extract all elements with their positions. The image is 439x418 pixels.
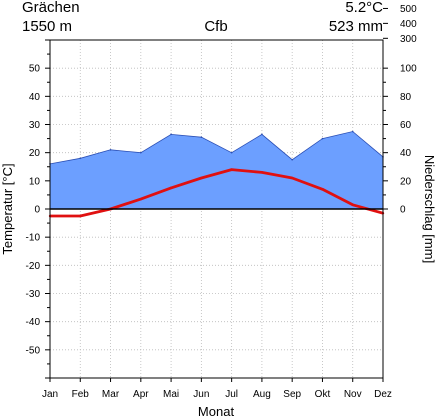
y2-tick-label: 500 xyxy=(400,4,417,15)
y-tick-label: 30 xyxy=(29,120,41,131)
y2-axis-label: Niederschlag [mm] xyxy=(422,155,437,263)
station-name: Grächen xyxy=(22,0,80,16)
precipitation-point xyxy=(321,137,324,140)
precipitation-point xyxy=(170,133,172,136)
y2-tick-label: 0 xyxy=(400,205,406,216)
axes xyxy=(45,7,388,382)
y2-tick-label: 20 xyxy=(400,176,412,187)
temperature-point xyxy=(351,203,354,206)
x-tick-label: Mar xyxy=(102,389,120,400)
y2-tick-label: 80 xyxy=(400,92,412,103)
precipitation-series xyxy=(49,130,384,209)
precipitation-area xyxy=(50,131,383,209)
x-axis-label: Monat xyxy=(198,404,235,418)
temperature-point xyxy=(200,176,203,180)
y-tick-label: -40 xyxy=(26,317,41,328)
elevation: 1550 m xyxy=(22,18,72,35)
y-tick-label: 50 xyxy=(29,64,41,75)
precipitation-point xyxy=(230,151,233,154)
precipitation-point xyxy=(200,136,203,138)
y-tick-label: 10 xyxy=(29,176,41,187)
temperature-point xyxy=(290,176,294,180)
x-tick-label: Nov xyxy=(344,389,362,400)
y-tick-label: -10 xyxy=(26,233,41,244)
x-tick-label: Jul xyxy=(225,389,238,400)
y-axis-label: Temperatur [°C] xyxy=(0,163,15,254)
precipitation-point xyxy=(140,151,142,154)
x-tick-label: Okt xyxy=(315,389,331,400)
temperature-point xyxy=(79,214,82,218)
y2-tick-label: 300 xyxy=(400,34,417,45)
precipitation-point xyxy=(291,158,293,161)
x-tick-label: Mai xyxy=(163,389,179,400)
precipitation-point xyxy=(79,157,82,160)
x-tick-label: Jan xyxy=(42,389,58,400)
temperature-point xyxy=(260,171,264,174)
y-tick-label: 40 xyxy=(29,92,41,103)
y2-tick-label: 40 xyxy=(400,148,412,159)
y-tick-label: 0 xyxy=(34,205,40,216)
y-tick-label: -20 xyxy=(26,261,41,272)
y2-tick-label: 400 xyxy=(400,19,417,30)
y-tick-label: -50 xyxy=(26,345,41,356)
x-tick-label: Aug xyxy=(253,389,271,400)
mean-temperature: 5.2°C xyxy=(345,0,383,16)
temperature-point xyxy=(139,197,143,201)
y-tick-label: -30 xyxy=(26,289,41,300)
tick-labels: -50-40-30-20-100102030405002040608010030… xyxy=(26,0,418,400)
y-tick-label: 20 xyxy=(29,148,41,159)
temperature-point xyxy=(230,168,233,171)
precipitation-point xyxy=(261,133,263,136)
y2-tick-label: 100 xyxy=(400,64,417,75)
precipitation-line xyxy=(49,131,384,165)
precipitation-point xyxy=(109,149,112,151)
precipitation-point xyxy=(351,130,354,133)
annual-precipitation: 523 mm xyxy=(329,18,383,35)
x-tick-label: Feb xyxy=(72,389,90,400)
x-tick-label: Jun xyxy=(193,389,209,400)
x-tick-label: Sep xyxy=(283,389,301,400)
y2-tick-label: 60 xyxy=(400,120,412,131)
temperature-point xyxy=(169,186,173,190)
temperature-line xyxy=(50,168,384,218)
x-tick-label: Apr xyxy=(133,389,149,400)
x-tick-label: Dez xyxy=(374,389,392,400)
climate-class: Cfb xyxy=(204,18,227,35)
temperature-point xyxy=(321,188,324,191)
